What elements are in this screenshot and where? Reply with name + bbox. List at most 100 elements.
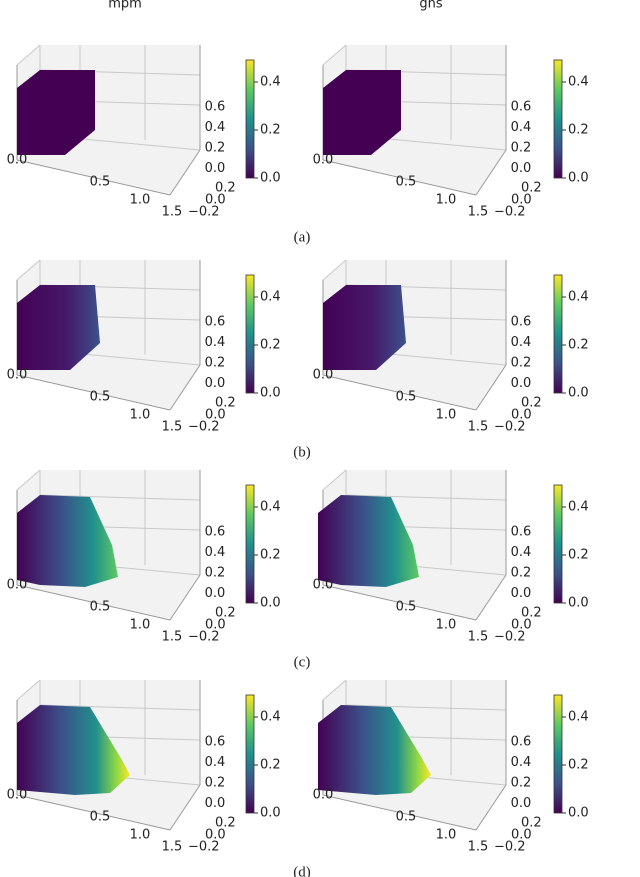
colorbar-tick-label: 0.2 [568, 548, 589, 563]
z-tick-label: 0.2 [511, 776, 532, 791]
x-tick-label: 0.5 [90, 600, 111, 615]
y-tick-label: 0.2 [215, 181, 236, 196]
y-tick-label: 0.0 [205, 193, 226, 208]
z-tick-label: 0.6 [511, 100, 532, 115]
colorbar-tick-label: 0.2 [260, 123, 281, 138]
z-tick-label: 0.0 [205, 586, 226, 601]
x-tick-label: 0.0 [7, 578, 28, 593]
colorbar [245, 694, 255, 814]
z-tick-label: 0.6 [511, 735, 532, 750]
z-tick-label: 0.4 [205, 335, 226, 350]
colorbar-tick-label: 0.0 [568, 171, 589, 186]
colorbar-tick-label: 0.2 [260, 338, 281, 353]
y-tick-label: 0.2 [521, 181, 542, 196]
z-tick-label: 0.4 [205, 545, 226, 560]
column-title: mpm [108, 0, 142, 12]
colorbar-tick-label: 0.4 [568, 290, 589, 305]
z-tick-label: 0.0 [511, 796, 532, 811]
particle-cloud [17, 70, 95, 155]
particle-cloud [318, 495, 419, 587]
axis-pane-line [16, 469, 41, 491]
x-tick-label: 0.5 [396, 600, 417, 615]
axis-pane-line [169, 364, 201, 411]
colorbar [553, 59, 563, 179]
x-tick-label: 1.5 [162, 630, 183, 645]
colorbar [245, 274, 255, 394]
colorbar-tick-label: 0.4 [260, 500, 281, 515]
y-tick-label: −0.2 [188, 205, 220, 220]
axis-pane-line [322, 259, 347, 281]
z-tick-label: 0.6 [205, 315, 226, 330]
colorbar-tick-label: 0.0 [260, 806, 281, 821]
colorbar [553, 694, 563, 814]
x-tick-label: 0.5 [396, 390, 417, 405]
particle-cloud [323, 285, 406, 370]
colorbar-tick-label: 0.4 [260, 710, 281, 725]
colorbar [553, 274, 563, 394]
panel-caption: (b) [293, 444, 311, 460]
x-tick-label: 1.0 [130, 828, 151, 843]
y-tick-label: −0.2 [188, 630, 220, 645]
x-tick-label: 0.0 [7, 788, 28, 803]
z-tick-label: 0.6 [205, 525, 226, 540]
particle-cloud [17, 285, 100, 370]
colorbar [245, 59, 255, 179]
z-tick-label: 0.0 [511, 161, 532, 176]
z-tick-label: 0.0 [205, 161, 226, 176]
z-tick-label: 0.2 [205, 356, 226, 371]
x-tick-label: 1.0 [436, 618, 457, 633]
y-tick-label: 0.0 [511, 618, 532, 633]
z-tick-label: 0.6 [205, 735, 226, 750]
x-tick-label: 1.5 [468, 840, 489, 855]
y-tick-label: 0.0 [205, 828, 226, 843]
y-tick-label: −0.2 [188, 840, 220, 855]
z-tick-label: 0.0 [205, 376, 226, 391]
colorbar-tick-label: 0.0 [260, 386, 281, 401]
x-tick-label: 1.0 [436, 408, 457, 423]
x-tick-label: 0.0 [313, 368, 334, 383]
axis-pane-line [322, 794, 477, 831]
colorbar-tick-label: 0.4 [260, 290, 281, 305]
z-tick-label: 0.6 [511, 315, 532, 330]
z-tick-label: 0.4 [205, 120, 226, 135]
colorbar-tick-label: 0.2 [568, 338, 589, 353]
y-tick-label: −0.2 [494, 205, 526, 220]
colorbar-tick-label: 0.4 [568, 500, 589, 515]
z-tick-label: 0.2 [205, 776, 226, 791]
axis-pane-line [16, 159, 171, 196]
axis-pane-line [322, 44, 347, 66]
z-tick-label: 0.0 [511, 376, 532, 391]
axis-pane-line [345, 494, 507, 501]
colorbar-tick-label: 0.0 [568, 386, 589, 401]
particle-cloud [323, 70, 401, 155]
colorbar-tick-label: 0.0 [568, 806, 589, 821]
y-tick-label: −0.2 [494, 420, 526, 435]
colorbar-tick-label: 0.0 [568, 596, 589, 611]
axis-pane-line [322, 469, 347, 491]
x-tick-label: 1.0 [130, 408, 151, 423]
axis-pane-line [322, 374, 477, 411]
axis-pane-line [345, 704, 507, 711]
y-tick-label: 0.0 [205, 408, 226, 423]
colorbar-tick-label: 0.2 [568, 123, 589, 138]
x-tick-label: 1.5 [468, 630, 489, 645]
axis-pane-line [475, 364, 507, 411]
x-tick-label: 1.5 [162, 205, 183, 220]
axis-pane-line [39, 704, 201, 711]
z-tick-label: 0.4 [205, 755, 226, 770]
colorbar-tick-label: 0.4 [568, 75, 589, 90]
y-tick-label: 0.0 [511, 408, 532, 423]
colorbar-tick-label: 0.2 [260, 548, 281, 563]
axis-pane-line [322, 584, 477, 621]
axis-pane-line [169, 574, 201, 621]
z-tick-label: 0.4 [511, 545, 532, 560]
z-tick-label: 0.2 [511, 356, 532, 371]
axis-pane-line [16, 44, 41, 66]
x-tick-label: 1.0 [436, 828, 457, 843]
axis-pane-line [16, 584, 171, 621]
x-tick-label: 1.0 [436, 193, 457, 208]
axis-pane-line [169, 784, 201, 831]
colorbar-tick-label: 0.2 [568, 758, 589, 773]
y-tick-label: −0.2 [494, 630, 526, 645]
